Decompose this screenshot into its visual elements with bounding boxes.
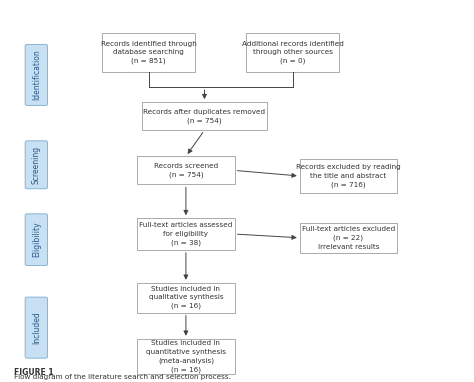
Text: Records excluded by reading
the title and abstract
(n = 716): Records excluded by reading the title an…: [296, 164, 401, 188]
FancyBboxPatch shape: [25, 141, 47, 189]
Text: Records after duplicates removed
(n = 754): Records after duplicates removed (n = 75…: [144, 108, 265, 124]
FancyBboxPatch shape: [137, 218, 235, 250]
FancyBboxPatch shape: [137, 283, 235, 312]
Text: Studies included in
qualitative synthesis
(n = 16): Studies included in qualitative synthesi…: [148, 286, 223, 309]
Text: Studies included in
quantitative synthesis
(meta-analysis)
(n = 16): Studies included in quantitative synthes…: [146, 340, 226, 373]
FancyBboxPatch shape: [246, 33, 339, 72]
Text: Flow diagram of the literature search and selection process.: Flow diagram of the literature search an…: [14, 374, 231, 380]
Text: Records identified through
database searching
(n = 851): Records identified through database sear…: [101, 41, 197, 64]
FancyBboxPatch shape: [137, 156, 235, 185]
Text: Eligibility: Eligibility: [32, 222, 41, 257]
FancyBboxPatch shape: [300, 223, 397, 253]
FancyBboxPatch shape: [102, 33, 195, 72]
Text: FIGURE 1: FIGURE 1: [14, 369, 54, 377]
FancyBboxPatch shape: [25, 297, 47, 358]
Text: Included: Included: [32, 311, 41, 344]
FancyBboxPatch shape: [25, 214, 47, 265]
FancyBboxPatch shape: [142, 102, 267, 130]
Text: Additional records identified
through other sources
(n = 0): Additional records identified through ot…: [242, 41, 344, 64]
Text: Identification: Identification: [32, 50, 41, 100]
FancyBboxPatch shape: [300, 159, 397, 193]
Text: Full-text articles assessed
for eligibility
(n = 38): Full-text articles assessed for eligibil…: [139, 222, 233, 246]
Text: Records screened
(n = 754): Records screened (n = 754): [154, 163, 218, 178]
Text: Screening: Screening: [32, 146, 41, 184]
FancyBboxPatch shape: [25, 44, 47, 105]
FancyBboxPatch shape: [137, 339, 235, 374]
Text: Full-text articles excluded
(n = 22)
Irrelevant results: Full-text articles excluded (n = 22) Irr…: [302, 226, 395, 249]
